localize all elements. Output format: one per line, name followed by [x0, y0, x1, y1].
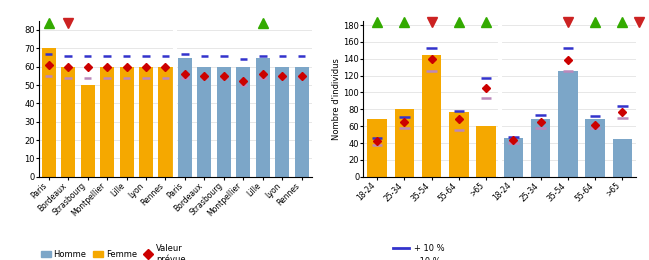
Bar	[197, 67, 212, 177]
Legend: Homme, Femme, Valeur
prévue: Homme, Femme, Valeur prévue	[38, 240, 189, 260]
Bar	[61, 67, 75, 177]
Y-axis label: Nombre d'individus: Nombre d'individus	[332, 58, 341, 140]
Bar	[119, 67, 134, 177]
Bar	[531, 119, 550, 177]
Bar	[80, 85, 95, 177]
Bar	[100, 67, 114, 177]
Bar	[139, 67, 153, 177]
Bar	[275, 67, 289, 177]
Bar	[178, 57, 192, 177]
Bar	[449, 112, 469, 177]
Bar	[367, 119, 387, 177]
Bar	[585, 119, 605, 177]
Legend: + 10 %, - 10 %: + 10 %, - 10 %	[389, 240, 448, 260]
Bar	[395, 109, 414, 177]
Bar	[158, 67, 173, 177]
Bar	[217, 67, 231, 177]
Bar	[422, 55, 441, 177]
Bar	[295, 67, 309, 177]
Bar	[613, 139, 632, 177]
Bar	[504, 138, 523, 177]
Bar	[236, 67, 251, 177]
Bar	[256, 57, 270, 177]
Bar	[558, 72, 578, 177]
Bar	[476, 126, 496, 177]
Bar	[42, 48, 56, 177]
